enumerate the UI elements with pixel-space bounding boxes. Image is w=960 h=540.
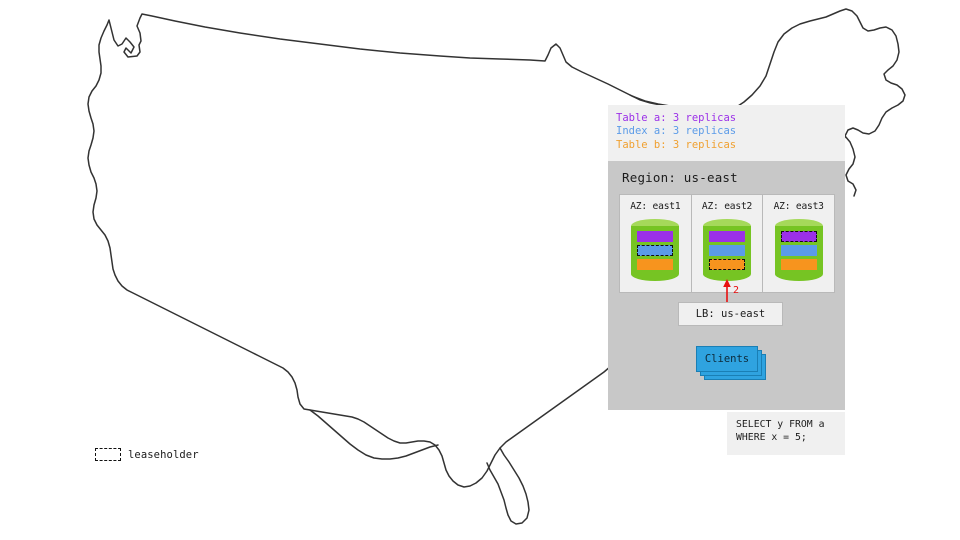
request-arrow-label: 2 (733, 285, 740, 296)
texas-gulf-detail (309, 409, 439, 460)
clients-label: Clients (704, 353, 750, 365)
leaseholder-swatch-icon (95, 448, 121, 461)
range-stack-east3 (780, 231, 817, 270)
az-box-east2[interactable]: AZ: east2 (690, 194, 764, 293)
range-stack-east1 (637, 231, 674, 270)
replica-legend-row-table-a: Table a: 3 replicas (616, 112, 737, 124)
region-title: Region: us-east (622, 170, 738, 185)
clients-card-front[interactable]: Clients (696, 346, 758, 372)
replica-legend-row-index-a: Index a: 3 replicas (616, 125, 737, 138)
database-node-east1[interactable] (631, 219, 680, 281)
region-panel-us-east: Region: us-east AZ: east1 AZ: (608, 161, 845, 410)
florida-detail (486, 447, 530, 525)
range-index-a-east1 (637, 245, 674, 256)
replica-legend-row-table-b: Table b: 3 replicas (616, 138, 737, 151)
sql-query-line-1: SELECT y FROM a (736, 419, 825, 430)
range-stack-east2 (709, 231, 745, 270)
sql-query-line-2: WHERE x = 5; (736, 431, 807, 443)
range-table-a-east2 (709, 231, 745, 242)
load-balancer-label: LB: us-east (695, 308, 766, 320)
range-index-a-east3 (780, 245, 817, 256)
az-title-east3: AZ: east3 (773, 201, 824, 212)
replica-legend-panel: Table a: 3 replicas Index a: 3 replicas … (608, 105, 845, 161)
range-table-b-east1 (637, 259, 674, 270)
database-node-east3[interactable] (774, 219, 823, 281)
range-table-b-east3 (780, 259, 817, 270)
az-title-east2: AZ: east2 (701, 201, 753, 212)
az-box-east3[interactable]: AZ: east3 (762, 194, 836, 293)
range-table-a-east3 (780, 231, 817, 242)
az-container: AZ: east1 AZ: east2 (619, 194, 836, 293)
range-table-a-east1 (637, 231, 674, 242)
az-title-east1: AZ: east1 (630, 201, 681, 212)
range-table-b-east2 (709, 259, 745, 270)
range-index-a-east2 (709, 245, 745, 256)
load-balancer-box[interactable]: LB: us-east (678, 302, 783, 326)
az-box-east1[interactable]: AZ: east1 (619, 194, 692, 293)
sql-query-box: SELECT y FROM a WHERE x = 5; (727, 412, 845, 455)
leaseholder-legend-label: leaseholder (128, 448, 199, 461)
east-coast-detail (844, 135, 857, 197)
database-node-east2[interactable] (703, 219, 751, 281)
clients-stack[interactable]: Clients (696, 346, 768, 380)
leaseholder-legend: leaseholder (95, 448, 199, 461)
